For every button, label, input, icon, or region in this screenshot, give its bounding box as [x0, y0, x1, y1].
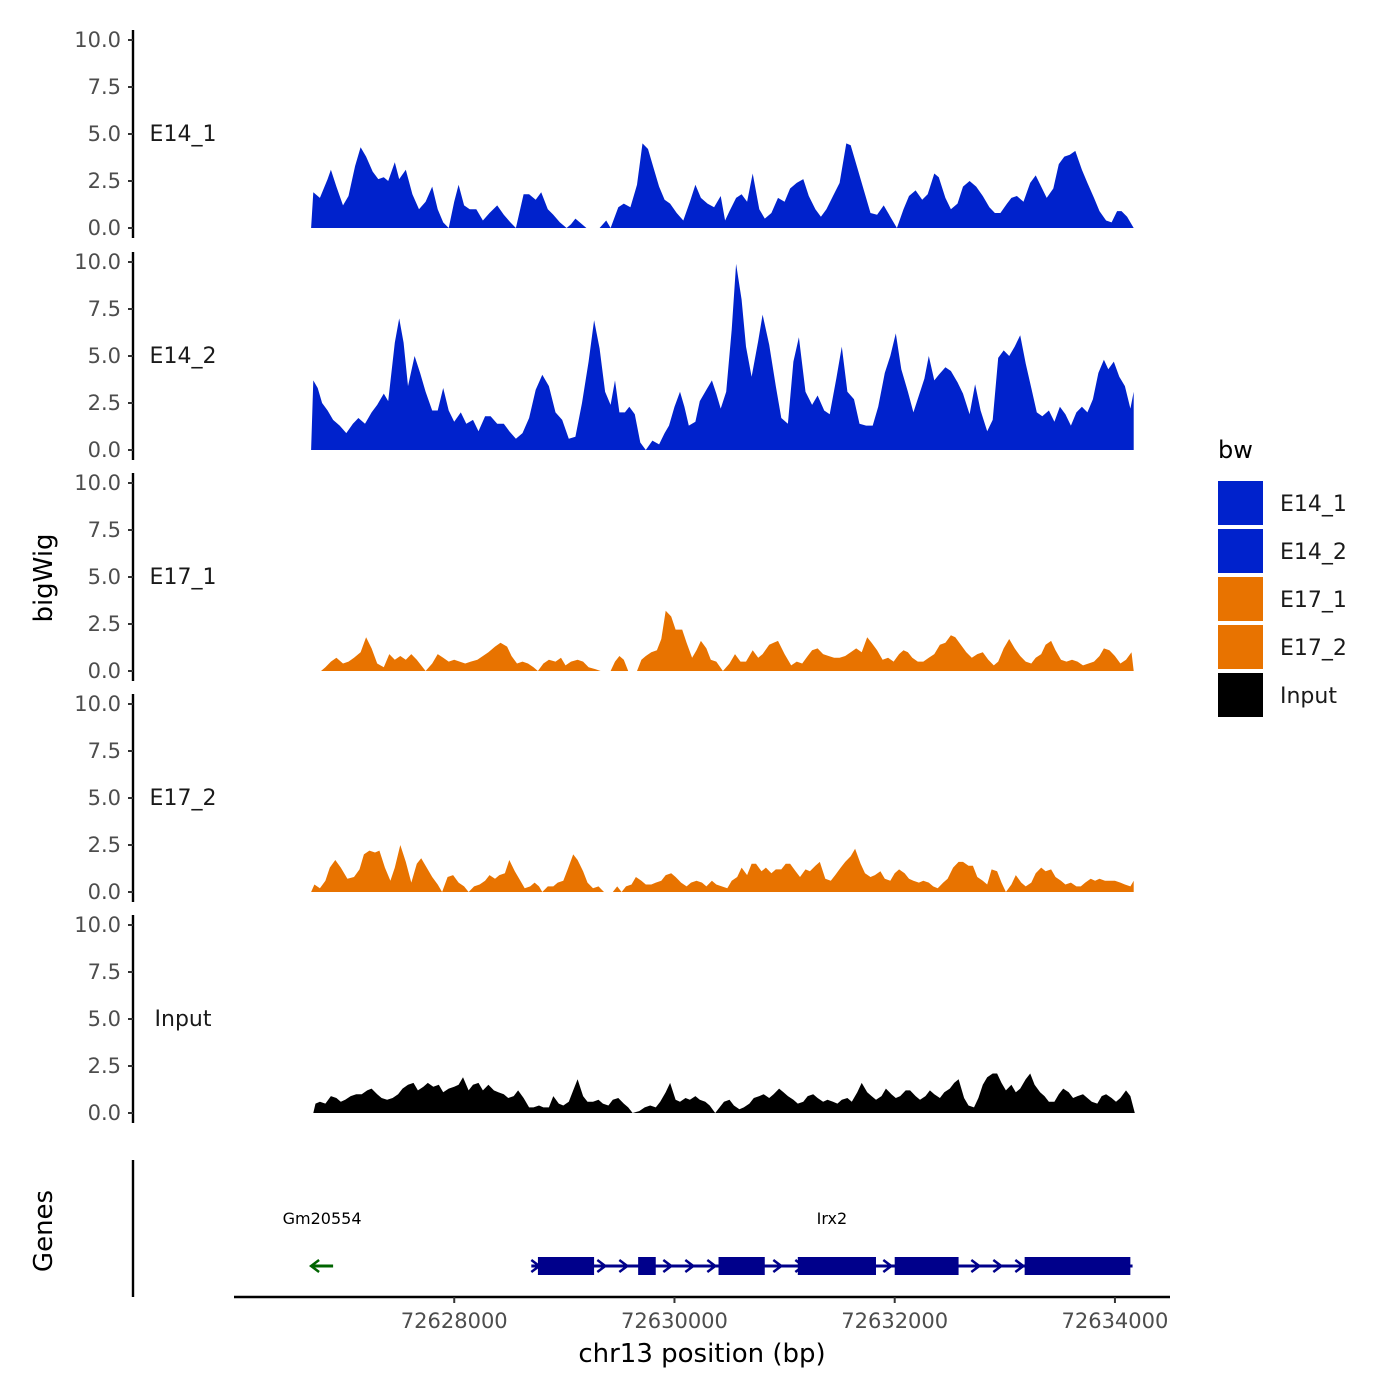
y-tick-label: 2.5	[88, 612, 121, 636]
coverage-area-input	[313, 1073, 1135, 1113]
legend-swatch-input	[1218, 673, 1263, 717]
strand-arrow-icon	[992, 1258, 1004, 1274]
legend-label-input: Input	[1280, 684, 1337, 709]
y-tick-label: 10.0	[74, 471, 121, 495]
exon-block	[797, 1257, 876, 1275]
genes-axis-title: Genes	[29, 1190, 59, 1272]
exon-block	[718, 1257, 765, 1275]
y-tick-label: 10.0	[74, 250, 121, 274]
y-tick-label: 0.0	[88, 438, 121, 462]
gene-irx2: Irx2	[530, 1209, 1133, 1275]
x-axis-title: chr13 position (bp)	[578, 1339, 825, 1369]
y-axis-title: bigWig	[29, 533, 59, 622]
gene-label: Gm20554	[283, 1209, 362, 1228]
y-tick-label: 7.5	[88, 297, 121, 321]
legend-label-e17_2: E17_2	[1280, 636, 1347, 661]
gene-label: Irx2	[817, 1209, 848, 1228]
legend-swatch-e14_2	[1218, 529, 1263, 573]
track-panel-e14_1: 0.0 2.5 5.0 7.5 10.0 E14_1	[74, 28, 1134, 240]
track-label-e14_2: E14_2	[150, 344, 217, 369]
y-tick-label: 0.0	[88, 1101, 121, 1125]
strand-arrow-icon	[596, 1259, 608, 1273]
y-tick-label: 5.0	[88, 122, 121, 146]
y-tick-label: 10.0	[74, 913, 121, 937]
track-panel-e17_1: 0.0 2.5 5.0 7.5 10.0 E17_1	[74, 471, 1134, 683]
track-label-e14_1: E14_1	[150, 122, 217, 147]
track-label-e17_2: E17_2	[150, 786, 217, 811]
legend-label-e17_1: E17_1	[1280, 588, 1347, 613]
legend-label-e14_2: E14_2	[1280, 540, 1347, 565]
y-tick-label: 2.5	[88, 1054, 121, 1078]
exon-block	[537, 1257, 595, 1275]
x-tick-label: 72628000	[401, 1309, 508, 1333]
legend-swatch-e14_1	[1218, 481, 1263, 525]
legend-label-e14_1: E14_1	[1280, 492, 1347, 517]
track-panel-e14_2: 0.0 2.5 5.0 7.5 10.0 E14_2	[74, 250, 1134, 462]
x-axis: 72628000 72630000 72632000 72634000	[234, 1295, 1170, 1333]
y-tick-label: 7.5	[88, 960, 121, 984]
strand-arrow-icon	[662, 1259, 674, 1273]
x-tick-label: 72632000	[841, 1309, 948, 1333]
y-tick-label: 5.0	[88, 344, 121, 368]
strand-arrow-icon	[308, 1259, 320, 1273]
strand-arrow-icon	[618, 1259, 630, 1273]
exon-block	[894, 1257, 959, 1275]
genes-track: Gm20554 Irx2	[131, 1160, 1133, 1297]
bigwig-tracks: 0.0 2.5 5.0 7.5 10.0 E14_1 0.0 2.5 5.0 7.5 10.0 E14…	[74, 28, 1135, 1125]
exon-block	[1024, 1257, 1131, 1275]
track-panel-e17_2: 0.0 2.5 5.0 7.5 10.0 E17_2	[74, 692, 1134, 904]
strand-arrow-icon	[706, 1259, 718, 1273]
track-label-input: Input	[155, 1007, 212, 1032]
legend-title: bw	[1218, 436, 1253, 464]
y-tick-label: 10.0	[74, 692, 121, 716]
y-tick-label: 0.0	[88, 880, 121, 904]
y-tick-label: 10.0	[74, 28, 121, 52]
y-tick-label: 5.0	[88, 786, 121, 810]
y-tick-label: 2.5	[88, 391, 121, 415]
legend-swatch-e17_1	[1218, 577, 1263, 621]
y-tick-label: 0.0	[88, 216, 121, 240]
exon-block	[638, 1257, 656, 1275]
y-tick-label: 2.5	[88, 169, 121, 193]
strand-arrow-icon	[772, 1259, 784, 1273]
coverage-area-e14_2	[311, 263, 1134, 450]
x-tick-label: 72630000	[621, 1309, 728, 1333]
legend: bw E14_1 E14_2 E17_1 E17_2 Input	[1218, 436, 1347, 717]
y-tick-label: 5.0	[88, 1007, 121, 1031]
coverage-area-e14_1	[311, 143, 1134, 228]
strand-arrow-icon	[882, 1259, 894, 1273]
legend-swatch-e17_2	[1218, 625, 1263, 669]
y-tick-label: 2.5	[88, 833, 121, 857]
track-label-e17_1: E17_1	[150, 565, 217, 590]
x-tick-label: 72634000	[1061, 1309, 1168, 1333]
track-panel-input: 0.0 2.5 5.0 7.5 10.0 Input	[74, 913, 1135, 1125]
strand-arrow-icon	[970, 1259, 982, 1273]
y-tick-label: 7.5	[88, 739, 121, 763]
y-tick-label: 0.0	[88, 659, 121, 683]
y-tick-label: 5.0	[88, 565, 121, 589]
gene-gm20554: Gm20554	[283, 1209, 362, 1273]
coverage-area-e17_1	[321, 610, 1134, 671]
strand-arrow-icon	[1014, 1259, 1026, 1273]
y-tick-label: 7.5	[88, 75, 121, 99]
coverage-area-e17_2	[311, 845, 1134, 892]
y-tick-label: 7.5	[88, 518, 121, 542]
strand-arrow-icon	[684, 1259, 696, 1273]
